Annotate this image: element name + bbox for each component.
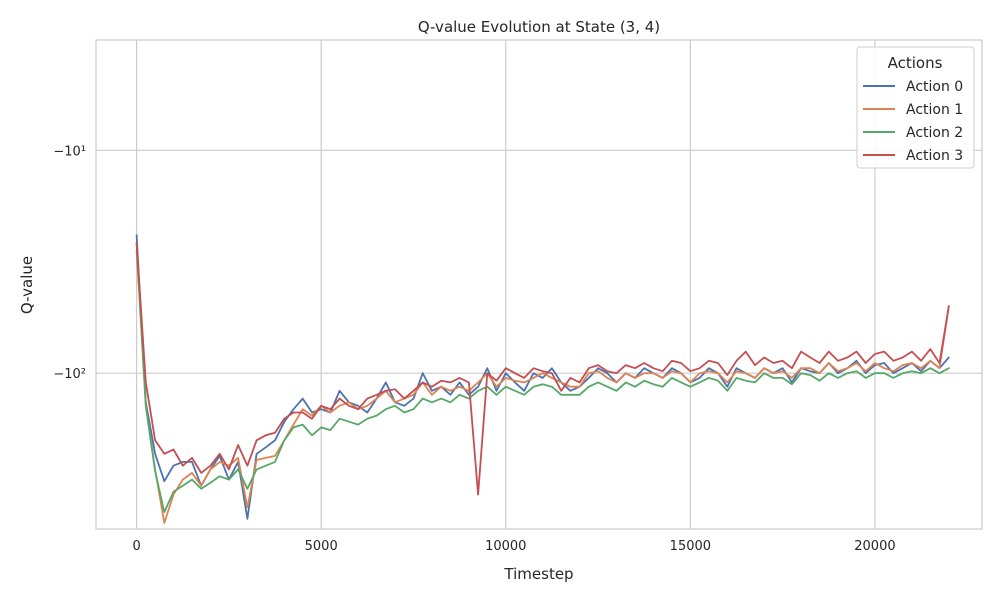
series-layer	[135, 234, 950, 524]
y-tick-label: −10²	[53, 367, 86, 382]
y-ticks: −10¹ −10²	[53, 144, 86, 382]
y-axis-label: Q-value	[18, 256, 36, 314]
legend-label-action-3: Action 3	[906, 148, 963, 164]
legend-title: Actions	[888, 54, 943, 72]
x-ticks: 0 5000 10000 15000 20000	[132, 539, 895, 554]
y-tick-label: −10¹	[53, 144, 86, 159]
plot-area	[95, 39, 983, 530]
series-line-action-3	[135, 241, 950, 496]
x-tick-label: 15000	[670, 539, 711, 554]
chart-title: Q-value Evolution at State (3, 4)	[418, 18, 660, 36]
x-tick-label: 0	[132, 539, 140, 554]
legend-label-action-1: Action 1	[906, 102, 963, 118]
series-line-action-1	[135, 249, 950, 524]
series-line-action-0	[135, 234, 950, 520]
x-axis-label: Timestep	[503, 565, 573, 583]
x-tick-label: 5000	[305, 539, 338, 554]
legend-label-action-2: Action 2	[906, 125, 963, 141]
legend: Actions Action 0 Action 1 Action 2 Action 3	[856, 46, 975, 169]
x-tick-label: 10000	[485, 539, 526, 554]
legend-box	[856, 46, 975, 169]
x-tick-label: 20000	[854, 539, 895, 554]
legend-label-action-0: Action 0	[906, 79, 963, 95]
legend-items: Action 0 Action 1 Action 2 Action 3	[863, 79, 963, 164]
series-line-action-2	[135, 241, 950, 513]
